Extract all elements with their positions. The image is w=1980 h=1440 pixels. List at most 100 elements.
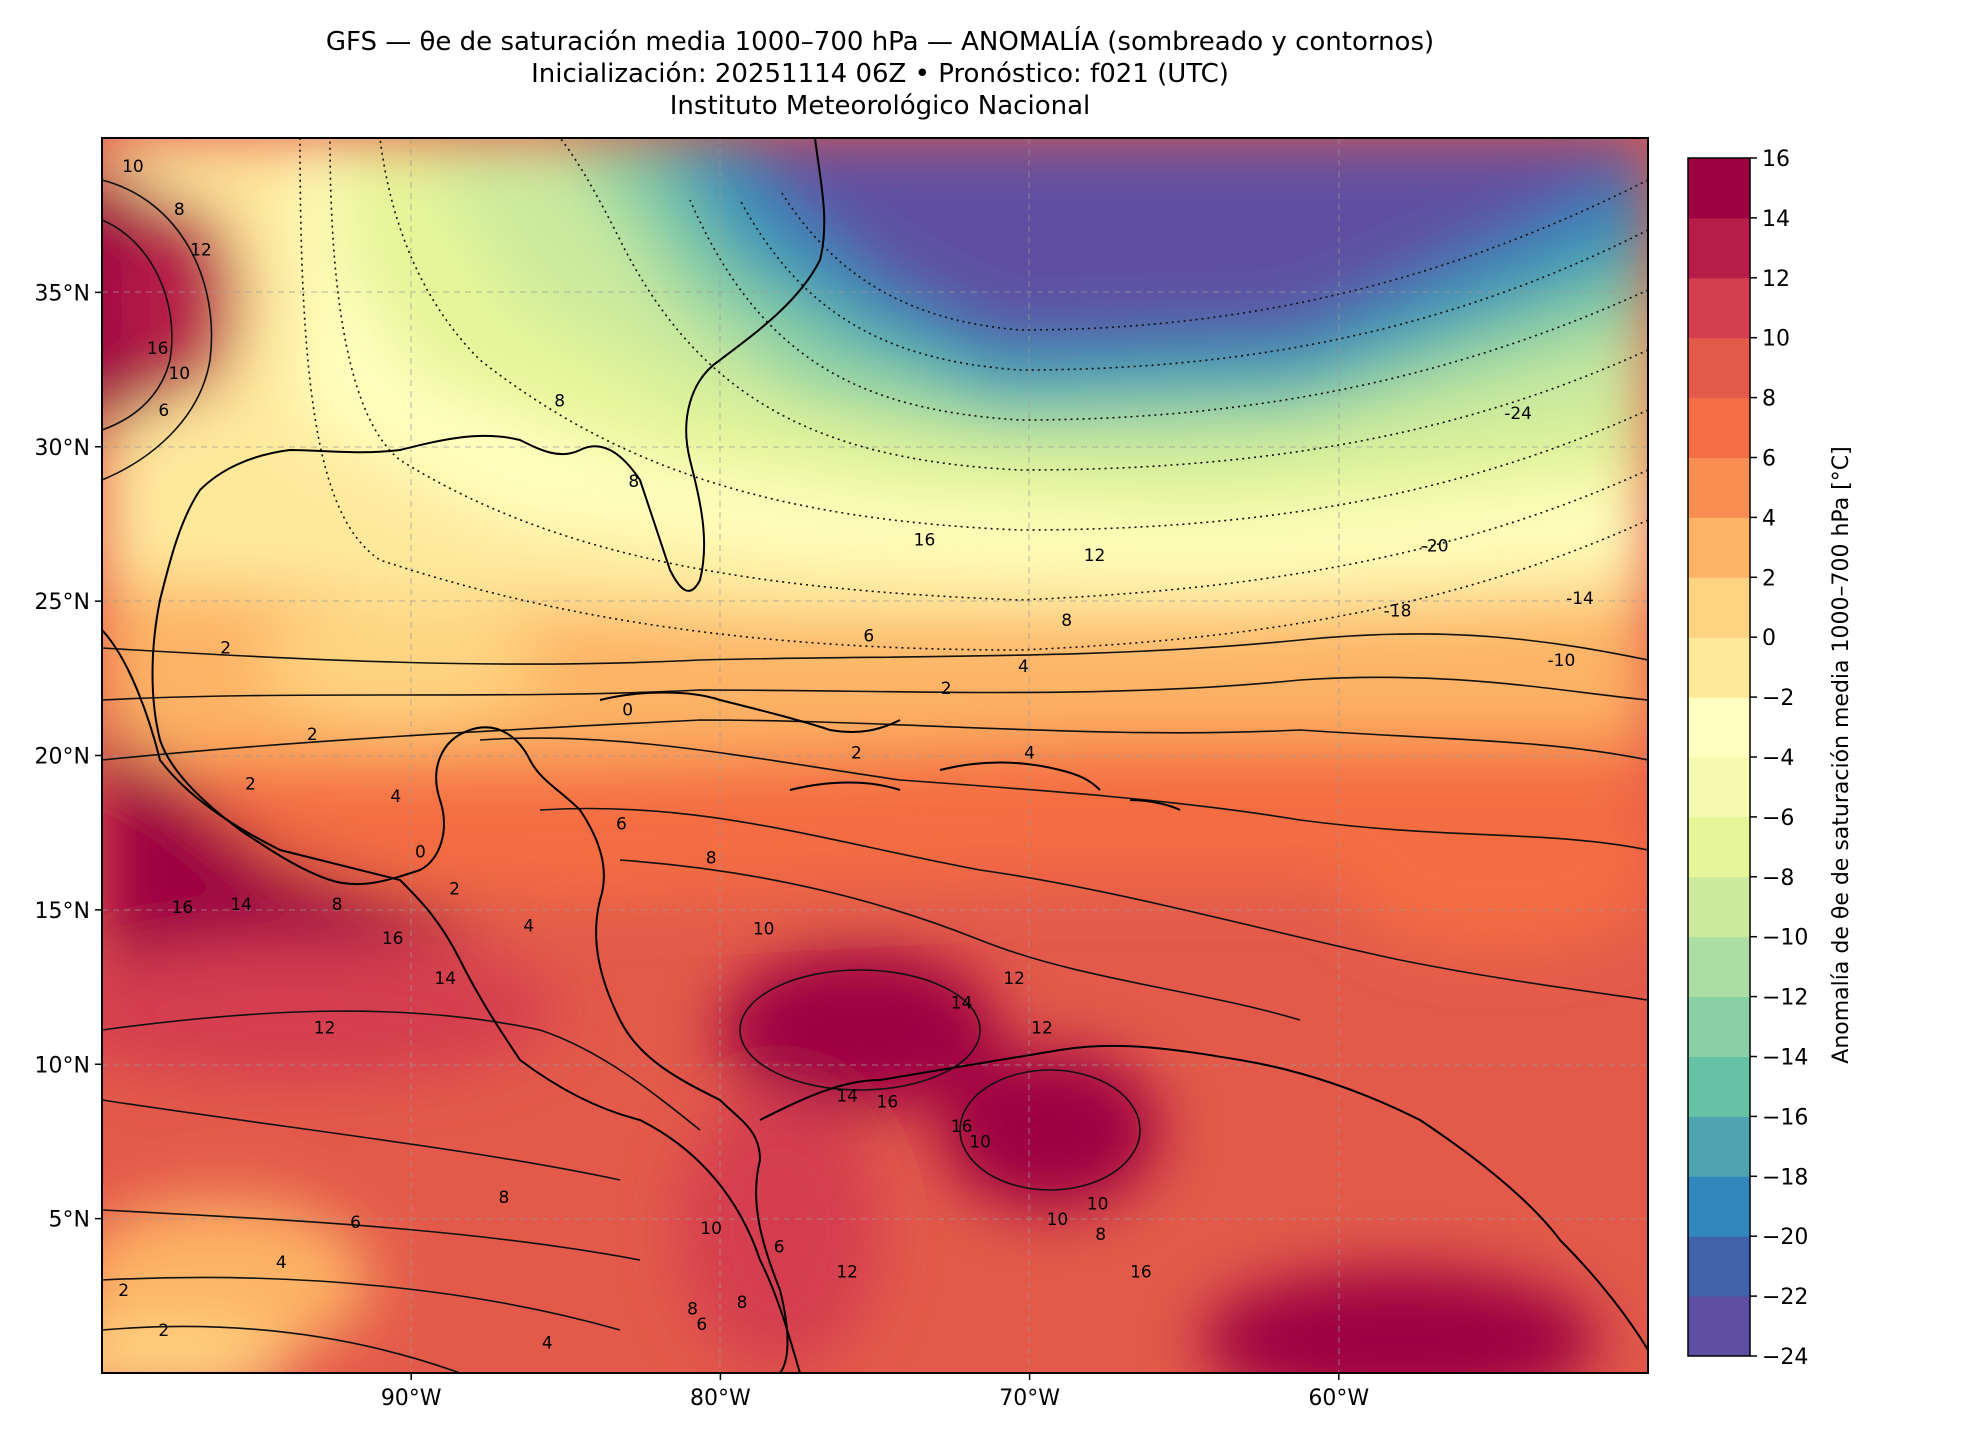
colorbar-segment <box>1688 1236 1750 1297</box>
contour-label: -20 <box>1421 537 1449 557</box>
colorbar-tick-label: 6 <box>1762 447 1776 472</box>
contour-label: 8 <box>737 1293 748 1313</box>
colorbar-segment <box>1688 457 1750 518</box>
contour-label: 14 <box>230 895 252 915</box>
contour-label: 10 <box>700 1219 722 1239</box>
lat-tick-label: 30°N <box>35 436 90 461</box>
lon-tick-label: 90°W <box>381 1386 442 1411</box>
contour-neg-8 <box>379 138 1648 531</box>
contour-label: 16 <box>172 898 194 918</box>
title-block: GFS — θe de saturación media 1000–700 hP… <box>100 26 1660 122</box>
colorbar-tick-label: −4 <box>1762 746 1794 771</box>
colorbar-tick-label: −2 <box>1762 686 1794 711</box>
colorbar-segment <box>1688 1296 1750 1357</box>
colorbar-segment <box>1688 158 1750 219</box>
colorbar-segment <box>1688 1176 1750 1237</box>
colorbar-tick-label: 12 <box>1762 267 1790 292</box>
contour-label: 8 <box>499 1188 510 1208</box>
contour-label: 12 <box>836 1262 858 1282</box>
colorbar-tick-label: −24 <box>1762 1345 1808 1370</box>
anomaly-field <box>102 138 1648 1373</box>
lon-tick-label: 70°W <box>999 1386 1060 1411</box>
contour-label: -14 <box>1566 589 1594 609</box>
contour-label: 0 <box>415 842 426 862</box>
contour-label: 6 <box>774 1238 785 1258</box>
coastline-puerto-rico <box>1129 799 1181 811</box>
contour-label: 16 <box>1130 1262 1152 1282</box>
contour-label: 14 <box>434 969 456 989</box>
contour-label: -10 <box>1548 651 1576 671</box>
coastlines <box>102 138 1648 1373</box>
contour-neg-24 <box>779 179 1648 331</box>
colorbar-segment <box>1688 1056 1750 1117</box>
contour-6 <box>479 737 1648 851</box>
contour-6-pacific <box>102 1209 641 1261</box>
contour-label: 8 <box>1061 611 1072 631</box>
colorbar-tick-label: −12 <box>1762 986 1808 1011</box>
contour-label: 6 <box>616 815 627 835</box>
contour-label: 2 <box>245 774 256 794</box>
lat-tick-label: 10°N <box>35 1053 90 1078</box>
contour-label: 8 <box>687 1299 698 1319</box>
contour-10 <box>619 859 1301 1021</box>
contour-label: 4 <box>1018 657 1029 677</box>
contour-12-texas <box>102 219 173 431</box>
coastline-pacific <box>102 629 801 1373</box>
contour-label: 10 <box>753 920 775 940</box>
colorbar-tick-label: −20 <box>1762 1225 1808 1250</box>
contour-label: 2 <box>851 744 862 764</box>
colorbar-tick-label: −22 <box>1762 1285 1808 1310</box>
lon-tick-label: 80°W <box>690 1386 751 1411</box>
contour-label: 2 <box>307 725 318 745</box>
lat-tick-label: 15°N <box>35 899 90 924</box>
contour-label: 2 <box>941 679 952 699</box>
colorbar-tick-label: 8 <box>1762 387 1776 412</box>
positive-contours <box>102 179 1648 1373</box>
colorbar-segment <box>1688 697 1750 758</box>
contour-label: 8 <box>628 472 639 492</box>
coastline-hispaniola <box>939 761 1101 791</box>
contour-8 <box>539 807 1648 1001</box>
title-line-3: Instituto Meteorológico Nacional <box>669 91 1091 121</box>
contour-label: 10 <box>1047 1210 1069 1230</box>
colorbar-segment <box>1688 337 1750 399</box>
contour-label: 16 <box>147 339 169 359</box>
contour-label: 4 <box>523 916 534 936</box>
contour-label: 8 <box>554 392 565 412</box>
contour-16-venezuela <box>959 1069 1141 1191</box>
gridlines <box>102 138 1648 1373</box>
colorbar-segment <box>1688 936 1750 998</box>
colorbar-tick-label: 0 <box>1762 626 1776 651</box>
contour-4-pacific <box>102 1276 621 1331</box>
colorbar-segment <box>1688 577 1750 638</box>
contour-label: 2 <box>118 1281 129 1301</box>
contour-label: 14 <box>951 994 973 1014</box>
contour-neg-4 <box>329 138 1648 601</box>
contour-2-pacific <box>102 1325 461 1373</box>
colorbar: 16 14 12 10 8 6 4 2 0 −2 −4 −6 −8 −10 −12 −14 −16 −18 −20 −… <box>1687 147 1808 1370</box>
contour-label: 12 <box>314 1018 336 1038</box>
lat-tick-label: 5°N <box>49 1208 90 1233</box>
contour-label: 16 <box>877 1092 899 1112</box>
contour-label: -18 <box>1384 602 1412 622</box>
contour-label: -24 <box>1504 404 1532 424</box>
contour-12-pacific <box>102 1010 701 1131</box>
lat-tick-label: 20°N <box>35 745 90 770</box>
colorbar-segment <box>1688 757 1750 818</box>
colorbar-segment <box>1688 637 1750 698</box>
colorbar-title: Anomalía de θe de saturación media 1000–… <box>1829 446 1854 1063</box>
contour-label: 8 <box>332 895 343 915</box>
contour-label: 12 <box>1031 1018 1053 1038</box>
contour-label: 2 <box>158 1321 169 1341</box>
contour-label: 8 <box>1095 1225 1106 1245</box>
coastline-cuba <box>599 691 901 733</box>
contour-label: 8 <box>706 849 717 869</box>
colorbar-segment <box>1688 1116 1750 1177</box>
contour-label: 6 <box>696 1315 707 1335</box>
colorbar-tick-label: −8 <box>1762 866 1794 891</box>
contour-label: 2 <box>220 639 231 659</box>
contour-label: 4 <box>1024 744 1035 764</box>
contour-label: 6 <box>863 626 874 646</box>
contour-neg-16 <box>689 199 1648 421</box>
